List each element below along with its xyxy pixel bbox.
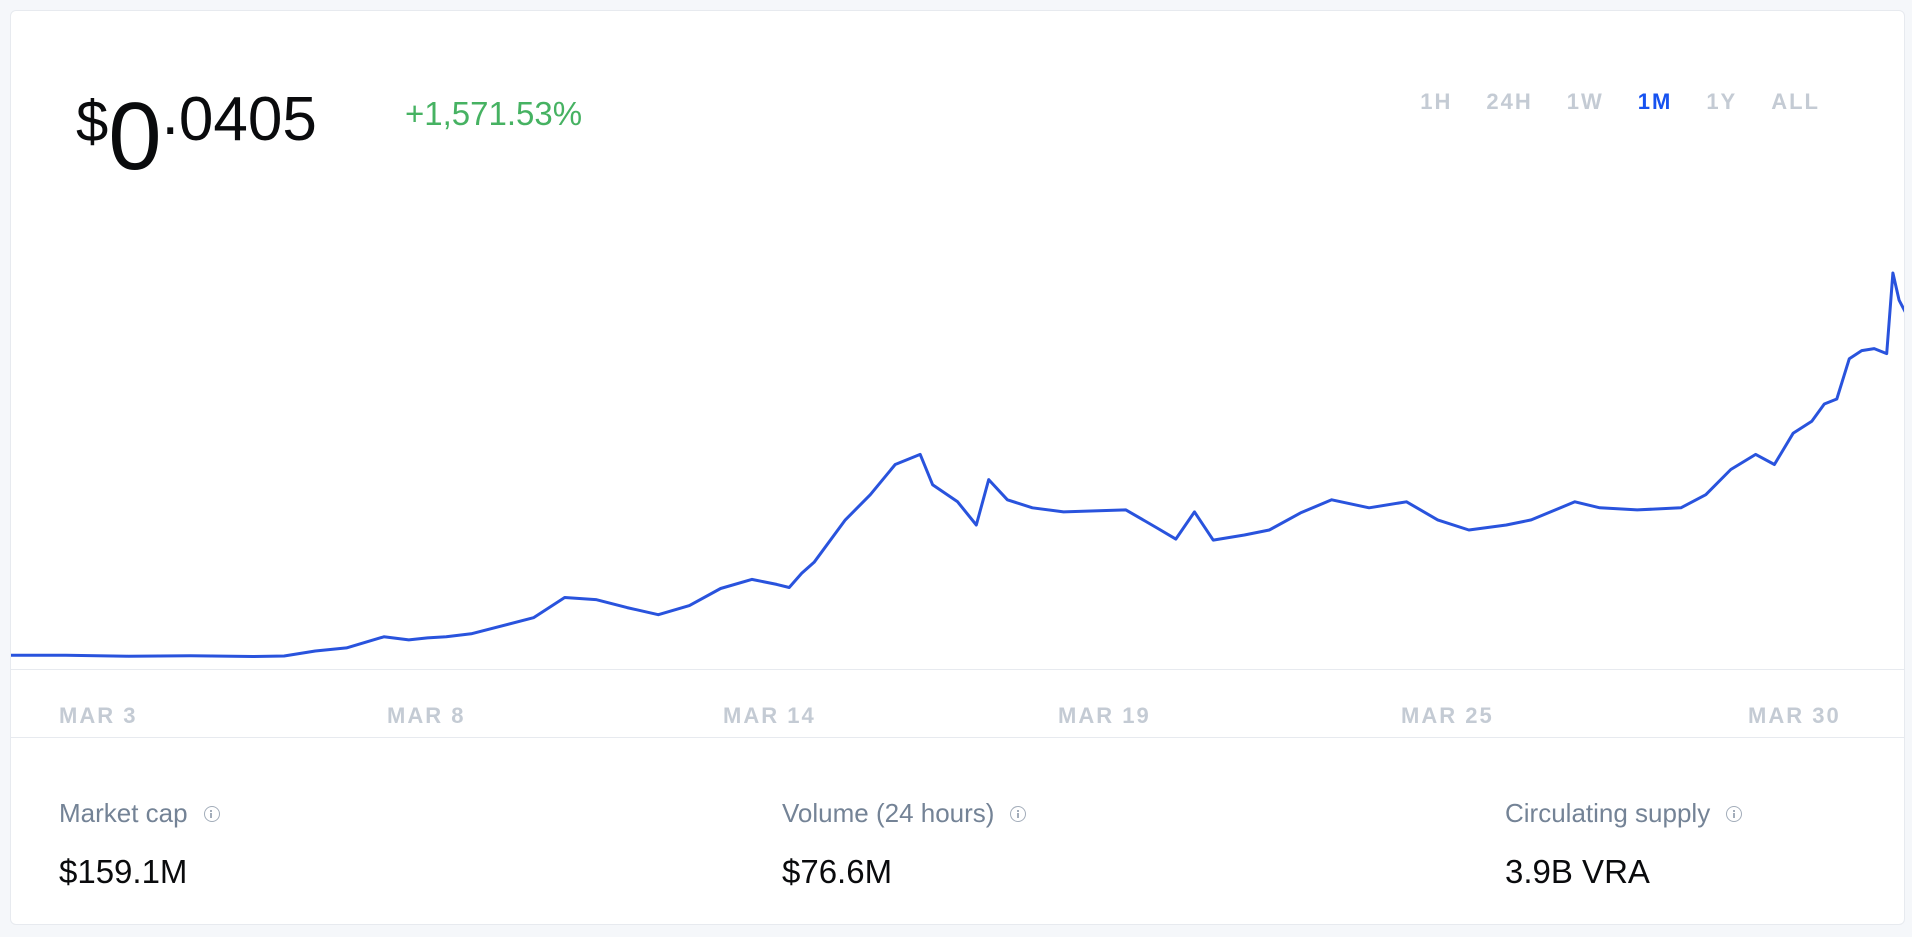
- price-integer: 0: [108, 83, 162, 190]
- range-all-button[interactable]: ALL: [1771, 89, 1820, 114]
- circulating-supply-label: Circulating supply: [1505, 798, 1711, 828]
- x-tick-label: MAR 19: [1058, 703, 1151, 728]
- x-tick-label: MAR 14: [723, 703, 816, 728]
- time-range-selector: 1H 24H 1W 1M 1Y ALL: [1386, 89, 1820, 115]
- volume-label: Volume (24 hours): [782, 798, 995, 828]
- x-tick-label: MAR 30: [1748, 703, 1841, 728]
- range-1y-button[interactable]: 1Y: [1706, 89, 1738, 114]
- x-axis-line: [11, 669, 1904, 670]
- price-chart-card: $ 0 . 0405 +1,571.53% 1H 24H 1W 1M 1Y AL…: [10, 10, 1905, 925]
- volume-stat: Volume (24 hours) $76.6M: [782, 798, 1027, 891]
- info-icon[interactable]: [203, 805, 220, 822]
- range-1m-button[interactable]: 1M: [1637, 89, 1673, 114]
- price-series-line: [11, 271, 1904, 658]
- circulating-supply-value: 3.9B VRA: [1505, 853, 1650, 890]
- info-icon[interactable]: [1726, 805, 1743, 822]
- price-currency: $: [76, 89, 109, 154]
- x-tick-label: MAR 8: [387, 703, 466, 728]
- price-decimals: 0405: [178, 85, 317, 154]
- info-icon[interactable]: [1010, 805, 1027, 822]
- current-price: $ 0 . 0405: [76, 73, 317, 190]
- range-1w-button[interactable]: 1W: [1566, 89, 1604, 114]
- circulating-supply-stat: Circulating supply 3.9B VRA: [1505, 798, 1743, 891]
- market-cap-label: Market cap: [59, 798, 188, 828]
- price-decimal-point: .: [161, 79, 179, 148]
- x-tick-label: MAR 25: [1401, 703, 1494, 728]
- market-cap-value: $159.1M: [59, 853, 188, 890]
- volume-value: $76.6M: [782, 853, 893, 890]
- x-tick-label: MAR 3: [59, 703, 138, 728]
- price-change-percent: +1,571.53%: [405, 95, 583, 132]
- divider: [11, 737, 1904, 738]
- price-line-chart[interactable]: [11, 11, 1905, 691]
- market-cap-stat: Market cap $159.1M: [59, 798, 220, 891]
- range-1h-button[interactable]: 1H: [1420, 89, 1453, 114]
- range-24h-button[interactable]: 24H: [1486, 89, 1533, 114]
